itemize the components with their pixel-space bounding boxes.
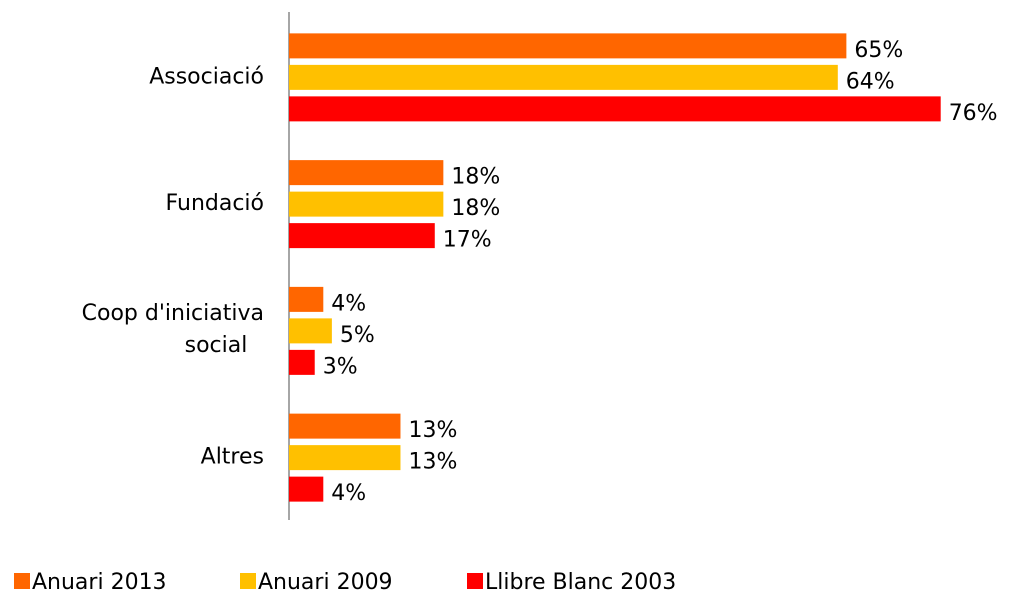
legend-swatch xyxy=(240,573,256,589)
y-tick-label: Associació xyxy=(149,64,264,89)
legend-swatch xyxy=(467,573,483,589)
bar xyxy=(289,318,332,344)
legend-label: Anuari 2009 xyxy=(258,570,393,595)
data-label: 65% xyxy=(854,38,903,63)
bar xyxy=(289,349,315,375)
data-label: 13% xyxy=(408,418,457,443)
data-label: 5% xyxy=(340,323,375,348)
bar xyxy=(289,286,324,312)
bar xyxy=(289,160,444,186)
data-label: 13% xyxy=(408,450,457,475)
bar xyxy=(289,413,401,439)
data-label: 76% xyxy=(949,101,998,126)
legend-swatch xyxy=(14,573,30,589)
data-label: 17% xyxy=(443,228,492,253)
bar xyxy=(289,445,401,471)
bar xyxy=(289,96,941,122)
bar xyxy=(289,64,838,90)
y-tick-label: Fundació xyxy=(166,191,264,216)
data-label: 3% xyxy=(323,354,358,379)
bar xyxy=(289,33,847,59)
data-label: 64% xyxy=(846,69,895,94)
y-tick-label: Altres xyxy=(201,445,264,470)
data-label: 4% xyxy=(331,481,366,506)
y-tick-label: Coop d'iniciativa social xyxy=(82,301,264,358)
data-label: 18% xyxy=(451,196,500,221)
bar xyxy=(289,223,435,249)
data-label: 18% xyxy=(451,165,500,190)
bar xyxy=(289,191,444,217)
data-label: 4% xyxy=(331,291,366,316)
bar xyxy=(289,476,324,502)
legend-label: Anuari 2013 xyxy=(32,570,167,595)
legend-label: Llibre Blanc 2003 xyxy=(485,570,676,595)
